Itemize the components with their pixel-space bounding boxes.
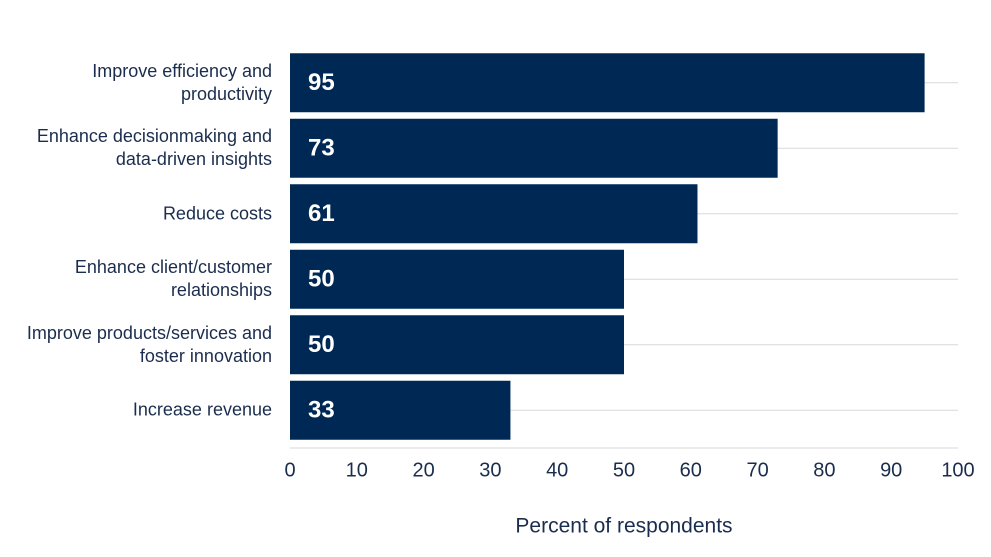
x-tick-label: 30 xyxy=(479,459,501,481)
x-tick-label: 80 xyxy=(813,459,835,481)
x-axis-title: Percent of respondents xyxy=(515,515,732,538)
category-label: Increase revenue xyxy=(132,399,272,420)
bar xyxy=(290,380,511,440)
x-tick-label: 70 xyxy=(746,459,768,481)
category-label: Improve products/services and foster inn… xyxy=(26,322,272,366)
value-label: 50 xyxy=(308,266,335,293)
bar xyxy=(290,315,624,375)
x-tick-label: 0 xyxy=(284,459,295,481)
x-tick-label: 50 xyxy=(613,459,635,481)
x-tick-label: 100 xyxy=(941,459,974,481)
x-tick-label: 20 xyxy=(412,459,434,481)
value-label: 73 xyxy=(308,135,335,162)
category-label: Improve efficiency and productivity xyxy=(92,60,272,104)
x-tick-label: 40 xyxy=(546,459,568,481)
value-label: 50 xyxy=(308,331,335,358)
category-label: Enhance decisionmaking and data-driven i… xyxy=(36,126,272,170)
category-label: Reduce costs xyxy=(162,203,272,224)
value-label: 61 xyxy=(308,200,335,227)
category-label: Enhance client/customer relationships xyxy=(74,257,272,301)
value-label: 95 xyxy=(308,69,335,96)
bar xyxy=(290,184,698,244)
x-tick-label: 10 xyxy=(346,459,368,481)
bar xyxy=(290,249,624,309)
x-tick-label: 90 xyxy=(880,459,902,481)
bar xyxy=(290,118,778,178)
value-label: 33 xyxy=(308,397,335,424)
bar xyxy=(290,53,925,113)
x-tick-label: 60 xyxy=(680,459,702,481)
